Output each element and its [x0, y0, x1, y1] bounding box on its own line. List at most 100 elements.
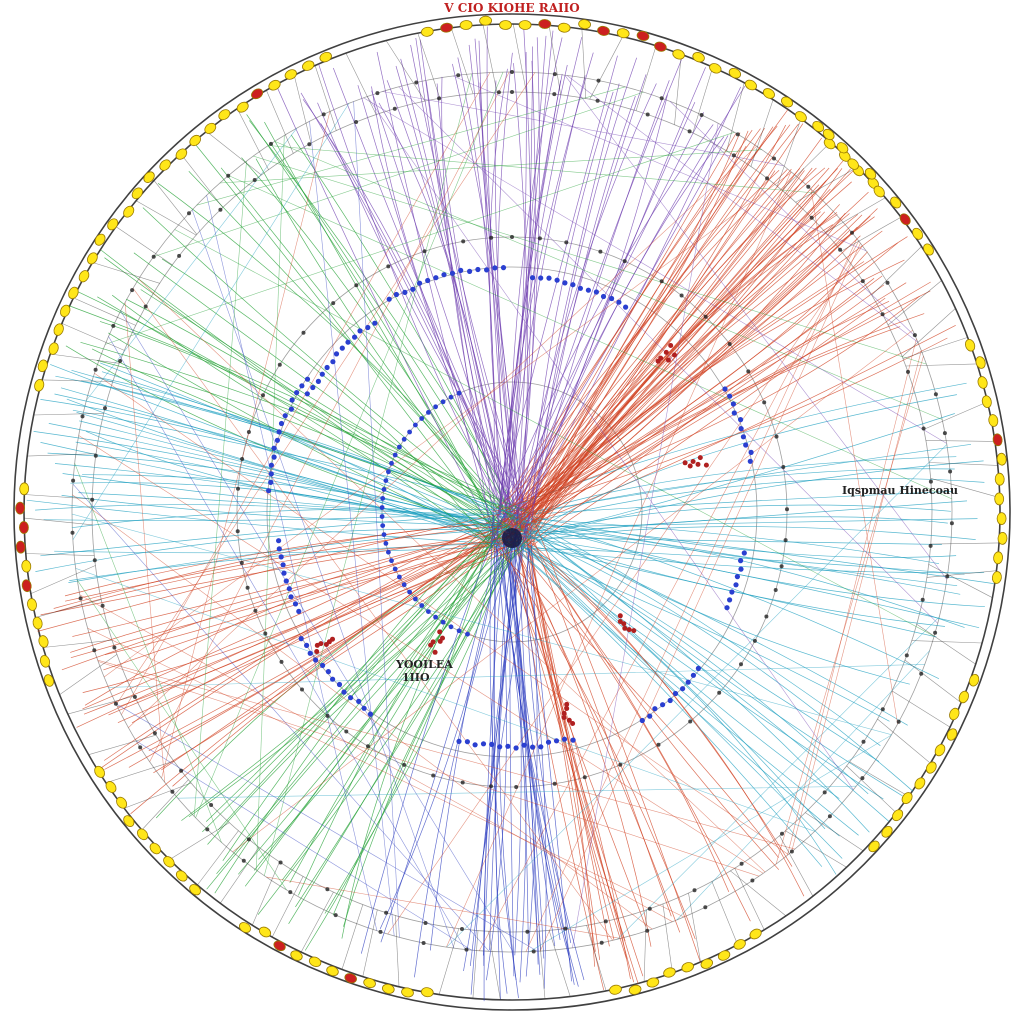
outer-node [717, 950, 731, 961]
link [518, 59, 682, 512]
ring-dot [132, 694, 137, 699]
ring-dot [112, 645, 117, 650]
red-node [323, 642, 329, 647]
chord-link [617, 616, 940, 940]
link [502, 530, 730, 893]
link [85, 430, 494, 520]
outer-node [401, 987, 414, 998]
ring-dot [205, 827, 210, 832]
spoke-link [643, 909, 647, 982]
ring-dot [92, 648, 97, 653]
link [508, 37, 563, 539]
left-label-line2: 1IIO [402, 671, 430, 684]
ring-dot [563, 926, 568, 931]
inner-node [304, 642, 310, 649]
link [515, 215, 871, 526]
inner-node [741, 550, 747, 556]
inner-node [389, 460, 394, 466]
ring-dot [246, 837, 251, 842]
spoke-link [841, 216, 902, 252]
inner-node [546, 275, 552, 281]
red-node [631, 628, 637, 634]
inner-node [268, 479, 274, 485]
outer-node [308, 956, 322, 967]
chord-link [136, 740, 472, 951]
link [523, 211, 821, 539]
link [494, 521, 501, 1000]
link [498, 516, 940, 565]
ring-dot [599, 940, 604, 945]
ring-dot [93, 453, 98, 458]
link [317, 102, 530, 511]
link [511, 30, 554, 513]
ring-dot [860, 776, 865, 781]
ring-dot [552, 781, 557, 786]
ring-dot [245, 585, 250, 590]
outer-node [302, 60, 315, 71]
spoke-link [271, 876, 304, 938]
outer-node [381, 983, 395, 994]
link [524, 83, 620, 512]
inner-node [392, 452, 398, 458]
red-node [561, 715, 567, 720]
inner-node [600, 293, 607, 300]
outer-node [204, 122, 217, 134]
inner-node [324, 364, 330, 371]
inner-node [401, 436, 407, 442]
chord-link [108, 664, 925, 688]
link [519, 212, 846, 533]
link [530, 167, 826, 529]
link [376, 51, 496, 539]
link [295, 532, 527, 908]
ring-dot [269, 141, 273, 146]
ring-dot [218, 207, 223, 212]
inner-node [456, 628, 462, 634]
inner-node [724, 605, 730, 611]
inner-node [345, 339, 351, 345]
spoke-link [115, 226, 173, 266]
link [499, 535, 823, 867]
inner-node [280, 562, 286, 568]
outer-node [94, 233, 106, 246]
spoke-link [926, 570, 997, 578]
link [70, 540, 521, 653]
outer-node [949, 707, 960, 721]
ring-dot [386, 264, 391, 269]
chord-link [86, 128, 298, 401]
link [499, 135, 729, 523]
outer-node [781, 96, 793, 108]
ring-dot [921, 426, 926, 431]
link [530, 125, 778, 550]
inner-node [623, 304, 629, 310]
outer-node [881, 825, 893, 838]
ring-dot [773, 588, 778, 592]
spoke-link [776, 118, 802, 187]
outer-node [159, 159, 171, 171]
spoke-link [136, 200, 197, 236]
red-node [658, 355, 664, 361]
link [510, 83, 657, 550]
chord-link [253, 155, 927, 365]
outer-node [499, 20, 512, 30]
inner-node [426, 410, 431, 415]
ring-dot [942, 431, 947, 436]
inner-node [458, 267, 464, 273]
chord-link [309, 121, 395, 936]
outer-node [518, 20, 532, 30]
chord-link [398, 86, 938, 624]
outer-node [32, 616, 43, 630]
spoke-link [674, 54, 682, 125]
inner-node [448, 624, 454, 630]
ring-dot [113, 701, 118, 706]
ring-dot [301, 330, 306, 335]
ring-dot [421, 941, 426, 945]
spoke-link [581, 28, 587, 99]
chord-link [539, 243, 861, 952]
outer-node [968, 673, 980, 687]
spoke-link [266, 90, 294, 154]
spoke-link [779, 835, 814, 897]
spoke-link [43, 639, 113, 648]
link [371, 90, 518, 532]
link [494, 516, 948, 542]
outer-node [78, 270, 90, 283]
